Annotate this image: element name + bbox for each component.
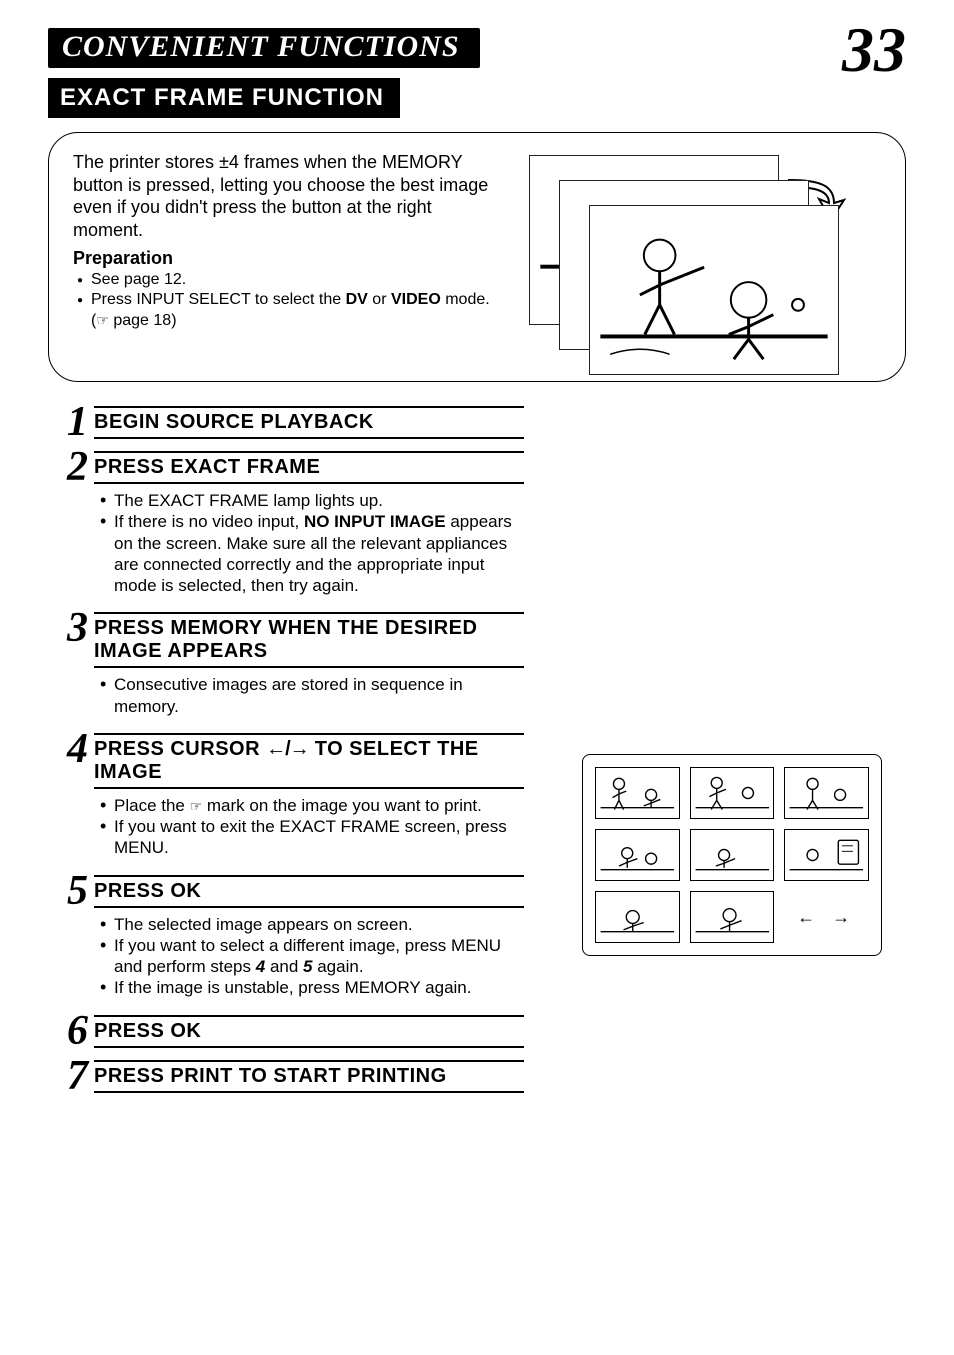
step: 2 PRESS EXACT FRAME The EXACT FRAME lamp… bbox=[48, 449, 906, 606]
step-bullet: The EXACT FRAME lamp lights up. bbox=[100, 490, 524, 511]
step-number: 1 bbox=[48, 404, 88, 442]
thumbnail bbox=[690, 767, 775, 819]
step-title: PRESS OK bbox=[94, 1015, 524, 1048]
thumbnail bbox=[690, 829, 775, 881]
step-title: PRESS MEMORY WHEN THE DESIRED IMAGE APPE… bbox=[94, 612, 524, 668]
step: 3 PRESS MEMORY WHEN THE DESIRED IMAGE AP… bbox=[48, 610, 906, 727]
illustration-thumbnail-grid: ← → bbox=[582, 754, 882, 956]
step-number: 4 bbox=[48, 731, 88, 769]
thumbnail bbox=[784, 829, 869, 881]
step-title: PRESS OK bbox=[94, 875, 524, 908]
step-bullet: If you want to select a different image,… bbox=[100, 935, 524, 978]
intro-lead: The printer stores ±4 frames when the ME… bbox=[73, 151, 501, 241]
preparation-list: See page 12. Press INPUT SELECT to selec… bbox=[73, 270, 501, 332]
step-bullet: Consecutive images are stored in sequenc… bbox=[100, 674, 524, 717]
thumbnail-arrows: ← → bbox=[784, 891, 869, 943]
section-title: EXACT FRAME FUNCTION bbox=[48, 78, 400, 118]
prep-item: See page 12. bbox=[77, 270, 501, 291]
step-number: 5 bbox=[48, 873, 88, 911]
step-title: PRESS PRINT TO START PRINTING bbox=[94, 1060, 524, 1093]
page-number: 33 bbox=[842, 24, 906, 75]
pointer-icon: ☞ bbox=[190, 798, 203, 814]
step-bullet: Place the ☞ mark on the image you want t… bbox=[100, 795, 524, 816]
intro-box: The printer stores ±4 frames when the ME… bbox=[48, 132, 906, 382]
step-title: PRESS EXACT FRAME bbox=[94, 451, 524, 484]
thumbnail bbox=[784, 767, 869, 819]
step: 1 BEGIN SOURCE PLAYBACK bbox=[48, 404, 906, 445]
preparation-heading: Preparation bbox=[73, 247, 501, 270]
step: 7 PRESS PRINT TO START PRINTING bbox=[48, 1058, 906, 1099]
step-title: PRESS CURSOR ←/→ TO SELECT THE IMAGE bbox=[94, 733, 524, 789]
chapter-title: CONVENIENT FUNCTIONS bbox=[48, 28, 480, 68]
illustration-cascade bbox=[529, 145, 879, 375]
thumbnail bbox=[595, 891, 680, 943]
scene-thumb-icon bbox=[590, 206, 838, 374]
step-number: 6 bbox=[48, 1013, 88, 1051]
step-bullet: If there is no video input, NO INPUT IMA… bbox=[100, 511, 524, 596]
step-number: 3 bbox=[48, 610, 88, 648]
step-title: BEGIN SOURCE PLAYBACK bbox=[94, 406, 524, 439]
prep-item: Press INPUT SELECT to select the DV or V… bbox=[77, 290, 501, 332]
thumbnail bbox=[690, 891, 775, 943]
step-bullet: If the image is unstable, press MEMORY a… bbox=[100, 977, 524, 998]
pointer-icon: ☞ bbox=[96, 312, 109, 328]
thumbnail bbox=[595, 767, 680, 819]
thumbnail bbox=[595, 829, 680, 881]
step-number: 2 bbox=[48, 449, 88, 487]
step-bullet: If you want to exit the EXACT FRAME scre… bbox=[100, 816, 524, 859]
step: 6 PRESS OK bbox=[48, 1013, 906, 1054]
step-number: 7 bbox=[48, 1058, 88, 1096]
step-bullet: The selected image appears on screen. bbox=[100, 914, 524, 935]
steps-container: 1 BEGIN SOURCE PLAYBACK 2 PRESS EXACT FR… bbox=[48, 404, 906, 1099]
